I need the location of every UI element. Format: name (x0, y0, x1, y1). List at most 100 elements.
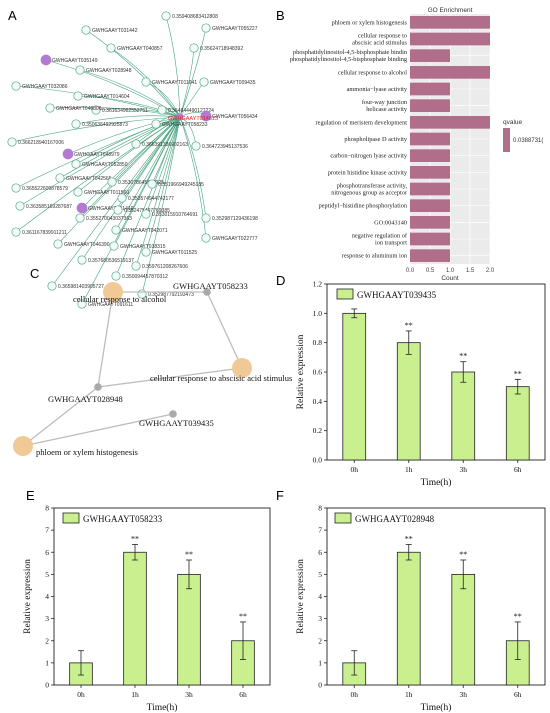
network-edge (77, 95, 181, 118)
network-node-label: GWHGAAYT048979 (74, 152, 120, 158)
go-category-label: cellular response to (358, 33, 407, 40)
network-node-label: 0.361167839911211 (22, 230, 67, 236)
network-c-edge (97, 367, 243, 388)
y-tick-label: 0.6 (313, 368, 323, 377)
go-bar (410, 249, 450, 262)
go-x-tick: 1.0 (446, 268, 455, 274)
network-node (147, 179, 157, 189)
panel-letter-b: B (276, 8, 285, 23)
x-tick-label: 3h (460, 465, 468, 474)
network-node-label: 0.366391336902163 (142, 142, 188, 148)
network-c-edge (22, 386, 99, 447)
panel-letter-c: C (30, 266, 39, 281)
go-category-label: phosphotransferase activity, (337, 183, 408, 190)
network-node-label: 0.364723945137536 (202, 144, 248, 150)
expression-chart-e: 0 1 2 3 4 5 6 7 8 0h ** 1h ** 3h ** 6h Time(h) Relative e… (23, 504, 271, 713)
y-tick-label: 1 (318, 658, 322, 667)
network-c-edge (22, 413, 174, 447)
go-legend-swatch (503, 128, 510, 152)
go-x-tick: 0.5 (426, 268, 435, 274)
network-node (7, 137, 17, 147)
go-category-label: response to aluminum ion (342, 253, 408, 260)
panel-letter-f: F (276, 488, 284, 503)
network-node-label: 0.357680536519137 (88, 258, 134, 264)
network-node (117, 193, 127, 203)
expression-bar (342, 312, 367, 461)
network-node-label: 0.352987129436198 (212, 216, 258, 222)
gene-label: GWHGAAYT058233 (173, 281, 248, 291)
x-tick-label: 3h (185, 690, 193, 699)
x-tick-label: 3h (460, 690, 468, 699)
network-edge (57, 116, 181, 245)
go-category-label: carbon−nitrogen lyase activity (330, 153, 407, 160)
network-node (47, 281, 57, 291)
network-node (75, 213, 85, 223)
go-bar (410, 66, 490, 79)
network-node-label: 0.351966949245185 (158, 182, 204, 188)
network-node-label: GWHGAAYT011641 (152, 80, 197, 86)
network-node-label: 0.363585169287687 (26, 204, 72, 210)
y-tick-label: 0.0 (313, 456, 323, 465)
go-category-label: cellular response to alcohol (338, 69, 407, 76)
network-edge (179, 27, 207, 118)
network-node (76, 202, 88, 214)
network-node-label: GWHGAAYT011525 (152, 250, 197, 256)
go-x-label: Count (441, 275, 459, 282)
network-node-label: 0.353078645827925 (118, 180, 164, 186)
expression-chart-d: 0.0 0.2 0.4 0.6 0.8 1.0 1.2 0h ** 1h ** 3h ** 6h Time(… (296, 280, 546, 488)
network-node-label: 0.353574944742177 (128, 196, 174, 202)
network-node-label: GWHGAAYT051410 (88, 206, 134, 212)
network-edge (15, 116, 181, 189)
significance-mark: ** (514, 369, 522, 378)
significance-mark: ** (459, 352, 467, 361)
significance-mark: ** (131, 535, 139, 544)
network-edge (165, 15, 181, 118)
go-category-label: negative regulation of (352, 233, 408, 240)
expression-chart-f: 0 1 2 3 4 5 6 7 8 0h ** 1h ** 3h ** 6h Time(h) Relative e… (296, 504, 546, 713)
network-edge (75, 115, 181, 125)
go-category-label: phospholipase D activity (344, 136, 407, 143)
network-node (199, 77, 209, 87)
x-axis-label: Time(h) (421, 702, 452, 713)
network-center-label: GWHGAAYT014813 (168, 116, 218, 122)
network-c-edge (206, 291, 243, 369)
network-center-node (176, 113, 184, 121)
go-category-label: helicase activity (366, 106, 408, 113)
network-edge (67, 116, 181, 155)
network-node (73, 187, 83, 197)
panel-letter-d: D (276, 273, 285, 288)
network-edge (81, 116, 181, 261)
significance-mark: ** (514, 612, 522, 621)
network-node-label: GWHGAAYT022777 (212, 236, 258, 242)
network-node (15, 201, 25, 211)
network-node (77, 299, 87, 309)
gene-label: GWHGAAYT028948 (48, 394, 123, 404)
network-edge (179, 47, 195, 118)
go-category-label: phosphatidylinositol-4,5-bisphosphate bi… (293, 49, 408, 56)
network-node (53, 239, 63, 249)
network-node (11, 81, 21, 91)
go-legend-value: 0.0388731( (513, 138, 543, 144)
go-bar (410, 216, 450, 229)
go-category-label: phloem or xylem histogenesis (332, 19, 408, 26)
network-node-label: 0.361634962552751 (102, 108, 148, 114)
network-node-label: GWHGAAYT040857 (117, 46, 163, 52)
expression-bar (396, 551, 421, 686)
term-gene-network: cellular response to alcohol cellular res… (13, 281, 292, 457)
y-tick-label: 3 (318, 614, 322, 623)
network-node-label: GWHGAAYT042071 (122, 228, 168, 234)
network-edge (135, 116, 181, 267)
go-bar (410, 232, 450, 246)
y-axis-label: Relative expression (296, 559, 306, 634)
network-edge (81, 116, 181, 209)
term-node (232, 358, 252, 378)
x-tick-label: 0h (351, 690, 359, 699)
network-node-label: GWHGAAYT042565 (66, 176, 112, 182)
term-node (13, 436, 33, 456)
network-edge (59, 116, 181, 179)
y-tick-label: 1.2 (313, 280, 323, 289)
significance-mark: ** (185, 550, 193, 559)
network-node (200, 110, 212, 122)
network-edge (141, 116, 181, 295)
y-tick-label: 7 (45, 526, 49, 535)
